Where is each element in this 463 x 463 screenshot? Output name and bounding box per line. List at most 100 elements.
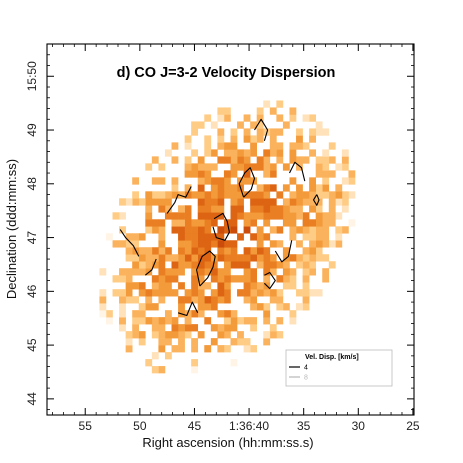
heatmap-cell [125,198,133,206]
heatmap-cell [145,289,153,297]
heatmap-cell [276,275,284,283]
heatmap-cell [171,268,179,276]
heatmap-cell [184,163,192,171]
heatmap-cell [197,303,205,311]
heatmap-cell [125,268,133,276]
heatmap-cell [125,247,133,255]
heatmap-cell [178,254,185,262]
heatmap-cell [263,310,271,318]
heatmap-cell [282,303,290,311]
contour-line [177,301,199,317]
heatmap-cell [348,170,356,178]
heatmap-cell [158,191,166,199]
contour-line [238,167,256,198]
heatmap-cell [151,254,159,262]
heatmap-cell [315,247,323,255]
heatmap-cell [263,163,271,171]
y-tick-label: 45 [25,338,39,352]
heatmap-cell [309,149,316,157]
heatmap-cell [184,205,192,213]
heatmap-cell [243,338,251,346]
heatmap-cell [230,275,238,283]
heatmap-cell [256,261,264,269]
heatmap-cell [348,177,356,185]
heatmap-cell [276,226,284,234]
heatmap-cell [210,240,218,248]
heatmap-cell [322,268,330,276]
heatmap-cell [210,212,218,220]
heatmap-cell [204,198,212,206]
heatmap-cell [191,233,199,241]
heatmap-cell [250,233,258,241]
heatmap-cell [138,289,146,297]
heatmap-cell [197,261,205,269]
heatmap-cell [348,219,356,227]
heatmap-cell [191,254,199,262]
heatmap-cell [230,219,238,227]
heatmap-cell [289,212,297,220]
heatmap-cell [223,142,231,150]
heatmap-cell [223,261,231,269]
heatmap-cell [132,268,140,276]
heatmap-cell [204,303,212,311]
heatmap-cell [178,247,185,255]
heatmap-cell [328,205,336,213]
heatmap-cell [237,331,244,339]
heatmap-cell [191,310,199,318]
heatmap-cell [191,359,199,367]
heatmap-cell [335,191,343,199]
heatmap-cell [335,233,343,241]
heatmap-cell [112,240,120,248]
heatmap-cell [335,163,343,171]
heatmap-cell [204,254,212,262]
heatmap-cell [119,296,126,304]
heatmap-cell [309,219,316,227]
heatmap-cell [256,198,264,206]
heatmap-cell [243,247,251,255]
heatmap-cell [302,261,310,269]
heatmap-cell [230,338,238,346]
heatmap-cell [243,212,251,220]
heatmap-cell [315,226,323,234]
heatmap-cell [223,289,231,297]
heatmap-cell [125,331,133,339]
heatmap-cell [197,240,205,248]
heatmap-cell [302,142,310,150]
heatmap-cell [204,345,212,353]
heatmap-cell [269,107,277,115]
heatmap-cell [263,191,271,199]
heatmap-cell [237,289,244,297]
heatmap-cell [256,135,264,143]
heatmap-cell [230,142,238,150]
heatmap-cell [171,324,179,332]
heatmap-cell [263,247,271,255]
heatmap-cell [243,261,251,269]
heatmap-cell [138,233,146,241]
heatmap-cell [237,205,244,213]
heatmap-cell [250,212,258,220]
heatmap-cell [125,275,133,283]
heatmap-cell [282,205,290,213]
heatmap-cell [250,296,258,304]
heatmap-cell [204,177,212,185]
heatmap-cell [269,128,277,136]
heatmap-cell [197,177,205,185]
heatmap-cell [223,331,231,339]
heatmap-cells [99,100,356,374]
heatmap-cell [210,184,218,192]
heatmap-cell [217,212,225,220]
heatmap-cell [223,240,231,248]
contour-line [274,240,293,263]
heatmap-cell [132,177,140,185]
heatmap-cell [204,135,212,143]
heatmap-cell [119,268,126,276]
heatmap-cell [243,177,251,185]
heatmap-cell [151,247,159,255]
heatmap-cell [145,296,153,304]
heatmap-cell [276,149,284,157]
heatmap-cell [158,226,166,234]
heatmap-cell [145,198,153,206]
heatmap-cell [263,156,271,164]
heatmap-cell [217,135,225,143]
contour-line [312,194,320,206]
